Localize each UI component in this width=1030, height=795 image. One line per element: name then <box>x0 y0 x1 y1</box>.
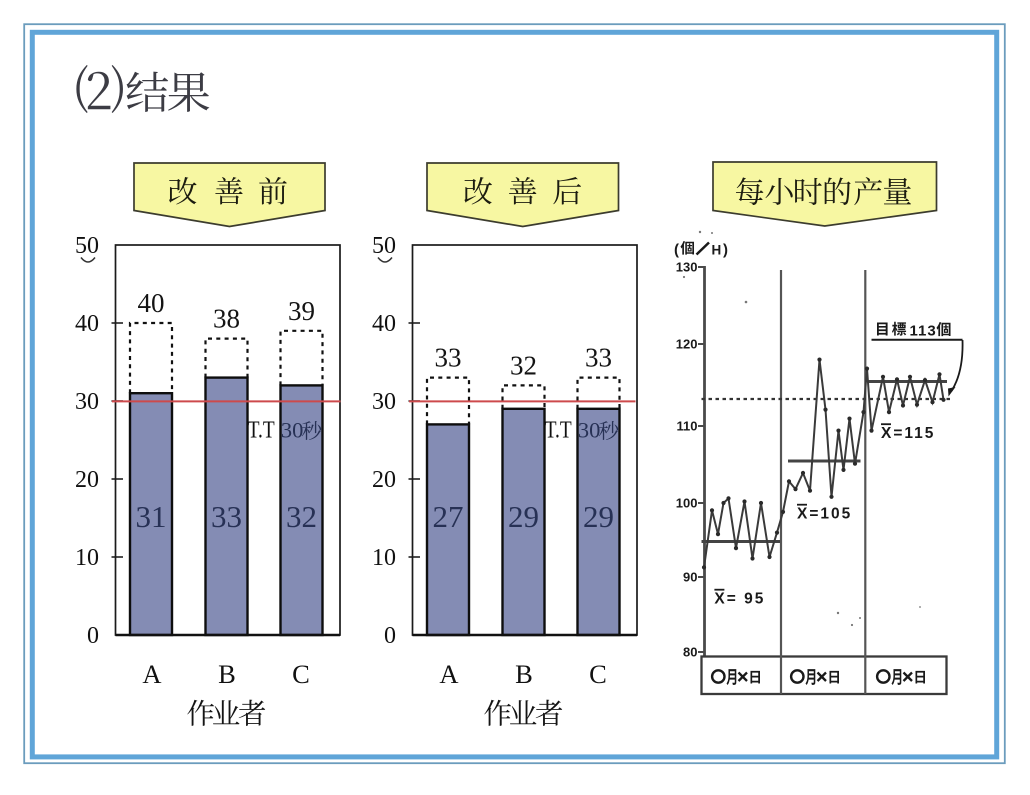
svg-text:29: 29 <box>583 499 614 534</box>
svg-text:C: C <box>589 659 607 689</box>
svg-text:A: A <box>439 659 458 689</box>
svg-text:130: 130 <box>676 260 698 275</box>
svg-text:T.T: T.T <box>248 418 275 444</box>
svg-text:A: A <box>142 659 161 689</box>
svg-text:32: 32 <box>286 499 317 534</box>
svg-text:B: B <box>218 659 236 689</box>
svg-text:X=105: X=105 <box>797 506 852 523</box>
svg-text:120: 120 <box>676 337 698 352</box>
svg-text:32: 32 <box>510 350 537 380</box>
svg-text:30: 30 <box>281 418 304 443</box>
svg-text:30: 30 <box>578 418 601 443</box>
svg-text:80: 80 <box>683 645 697 660</box>
svg-text:113: 113 <box>910 323 937 340</box>
svg-text:C: C <box>292 659 310 689</box>
svg-text:40: 40 <box>372 311 396 337</box>
svg-text:33: 33 <box>211 499 242 534</box>
svg-text:100: 100 <box>676 496 698 511</box>
svg-text:0: 0 <box>87 623 99 649</box>
svg-text:90: 90 <box>683 570 697 585</box>
svg-text:20: 20 <box>75 467 99 493</box>
svg-text:40: 40 <box>138 288 165 318</box>
svg-text:X= 95: X= 95 <box>714 591 765 608</box>
svg-text:30: 30 <box>372 389 396 415</box>
svg-text:50: 50 <box>372 233 396 259</box>
svg-text:): ) <box>723 242 728 259</box>
svg-text:33: 33 <box>435 343 462 373</box>
svg-text:X=115: X=115 <box>881 425 935 442</box>
svg-text:20: 20 <box>372 467 396 493</box>
svg-text:27: 27 <box>433 499 464 534</box>
svg-text:110: 110 <box>677 419 698 434</box>
svg-text:(: ( <box>674 242 679 259</box>
svg-text:0: 0 <box>384 623 396 649</box>
svg-text:H: H <box>712 243 722 258</box>
svg-text:50: 50 <box>75 233 99 259</box>
svg-text:39: 39 <box>288 296 315 326</box>
svg-text:10: 10 <box>372 545 396 571</box>
svg-text:B: B <box>515 659 533 689</box>
svg-text:38: 38 <box>213 304 240 334</box>
svg-text:29: 29 <box>508 499 539 534</box>
svg-text:31: 31 <box>136 499 167 534</box>
svg-text:30: 30 <box>75 389 99 415</box>
svg-text:40: 40 <box>75 311 99 337</box>
svg-text:10: 10 <box>75 545 99 571</box>
svg-text:33: 33 <box>585 343 612 373</box>
svg-text:T.T: T.T <box>545 418 572 444</box>
